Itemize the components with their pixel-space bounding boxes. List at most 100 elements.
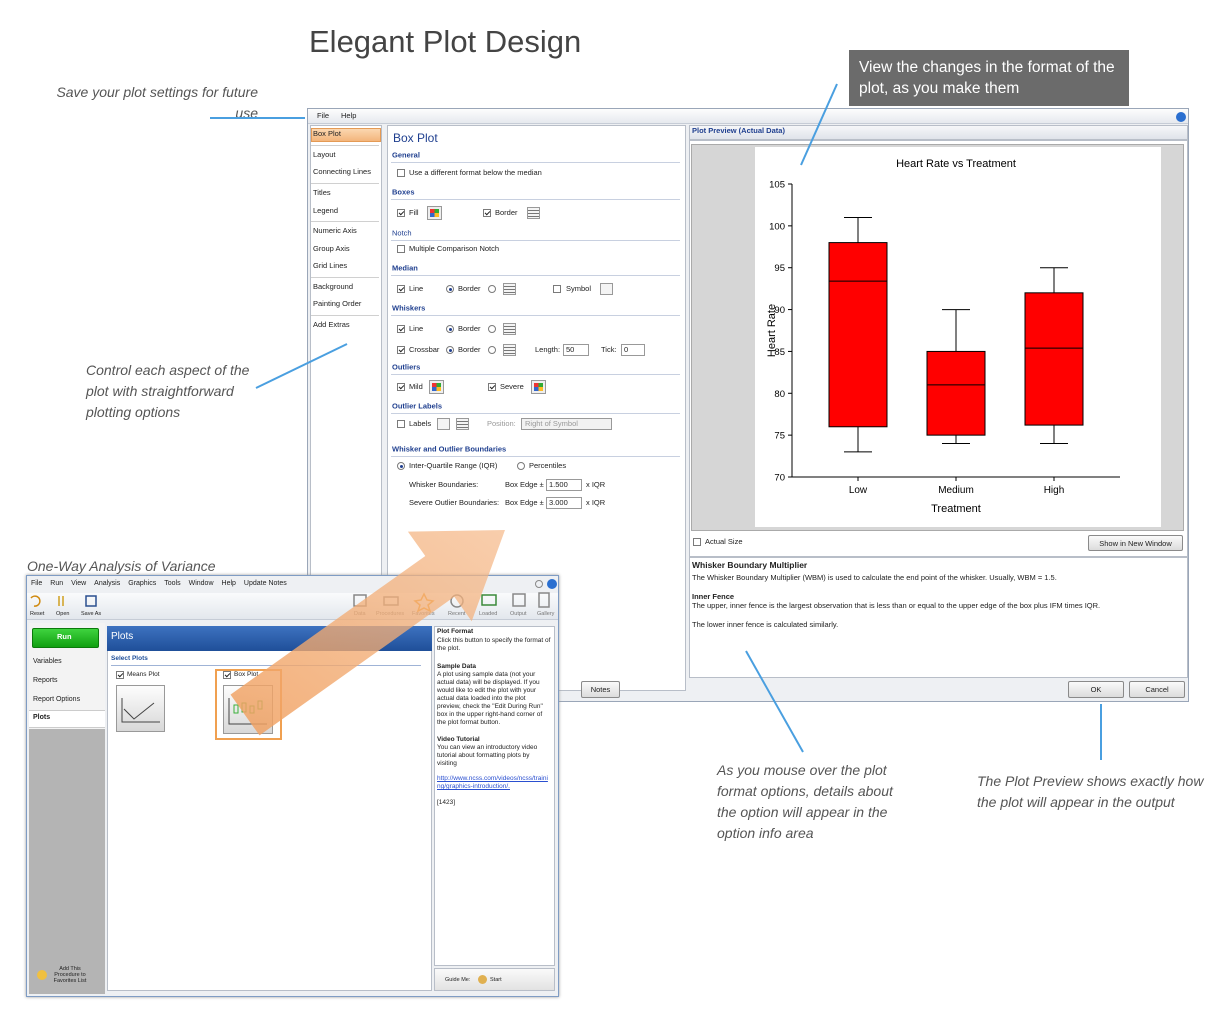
checkbox[interactable] bbox=[397, 169, 405, 177]
checkbox[interactable] bbox=[397, 346, 405, 354]
info-subheading: Inner Fence bbox=[692, 592, 735, 601]
help-link[interactable]: http://www.ncss.com/videos/ncss/training… bbox=[437, 775, 548, 790]
sidebar-item[interactable]: Layout bbox=[313, 150, 336, 159]
line-button[interactable] bbox=[503, 344, 516, 356]
input-value: 0 bbox=[624, 345, 629, 354]
checkbox[interactable] bbox=[693, 538, 701, 546]
section-heading: General bbox=[392, 150, 420, 160]
help-heading: Video Tutorial bbox=[437, 736, 480, 743]
radio[interactable] bbox=[488, 285, 496, 293]
radio[interactable] bbox=[488, 346, 496, 354]
menu-item[interactable]: Window bbox=[188, 580, 214, 587]
position-select[interactable] bbox=[521, 418, 612, 430]
nav-item[interactable]: Plots bbox=[33, 714, 51, 721]
format-button[interactable] bbox=[456, 418, 469, 430]
severe-input[interactable] bbox=[546, 497, 582, 509]
favorites-text[interactable]: Add This Procedure to Favorites List bbox=[53, 966, 87, 984]
menu-item[interactable]: Update Notes bbox=[243, 580, 287, 587]
radio[interactable] bbox=[446, 325, 454, 333]
line-button[interactable] bbox=[527, 207, 540, 219]
checkbox[interactable] bbox=[397, 245, 405, 253]
help-icon[interactable] bbox=[547, 579, 557, 589]
checkbox[interactable] bbox=[223, 671, 231, 679]
run-label[interactable]: Run bbox=[57, 632, 72, 641]
cancel-button[interactable]: Cancel bbox=[1129, 681, 1185, 698]
option-label: Inter-Quartile Range (IQR) bbox=[409, 461, 498, 470]
menu-item[interactable]: File bbox=[317, 111, 330, 120]
tick-input[interactable] bbox=[621, 344, 645, 356]
font-button[interactable] bbox=[437, 418, 450, 430]
close-icon[interactable] bbox=[535, 580, 543, 588]
toolbar-label[interactable]: Save As bbox=[81, 611, 102, 617]
favorites-star[interactable] bbox=[37, 970, 47, 980]
toolbar-label[interactable]: Loaded bbox=[479, 611, 498, 617]
length-input[interactable] bbox=[563, 344, 589, 356]
menu-item[interactable]: View bbox=[71, 580, 87, 587]
symbol-button[interactable] bbox=[600, 283, 613, 295]
notes-button[interactable]: Notes bbox=[581, 681, 620, 698]
sidebar-item[interactable]: Group Axis bbox=[313, 244, 350, 253]
checkbox[interactable] bbox=[488, 383, 496, 391]
toolbar-label[interactable]: Open bbox=[56, 611, 70, 617]
sidebar-item[interactable]: Titles bbox=[313, 188, 331, 197]
means-plot-icon bbox=[121, 698, 160, 723]
sidebar-item[interactable]: Numeric Axis bbox=[313, 226, 357, 235]
sidebar-item[interactable]: Legend bbox=[313, 206, 339, 215]
line-button[interactable] bbox=[503, 283, 516, 295]
option-label: x IQR bbox=[586, 480, 606, 489]
option-label: Severe Outlier Boundaries: bbox=[409, 498, 500, 507]
toolbar-label[interactable]: Output bbox=[510, 611, 527, 617]
whisker-input[interactable] bbox=[546, 479, 582, 491]
menu-item[interactable]: File bbox=[31, 580, 43, 587]
color-button[interactable] bbox=[429, 380, 444, 394]
color-button[interactable] bbox=[531, 380, 546, 394]
menu-item[interactable]: Graphics bbox=[128, 580, 157, 587]
sidebar-item[interactable]: Connecting Lines bbox=[313, 167, 371, 176]
radio[interactable] bbox=[488, 325, 496, 333]
menu-item[interactable]: Analysis bbox=[94, 580, 121, 587]
menu-item[interactable]: Run bbox=[50, 580, 64, 587]
menu-item[interactable]: Help bbox=[341, 111, 357, 120]
sidebar-item[interactable]: Box Plot bbox=[313, 129, 341, 138]
radio[interactable] bbox=[397, 462, 405, 470]
sidebar-item[interactable]: Add Extras bbox=[313, 320, 350, 329]
nav-item[interactable]: Variables bbox=[33, 658, 62, 665]
radio[interactable] bbox=[446, 346, 454, 354]
nav-item[interactable]: Report Options bbox=[33, 696, 81, 703]
checkbox[interactable] bbox=[397, 420, 405, 428]
toolbar-label[interactable]: Recent bbox=[448, 611, 466, 617]
radio[interactable] bbox=[446, 285, 454, 293]
sidebar-item[interactable]: Painting Order bbox=[313, 299, 362, 308]
menu-item[interactable]: Tools bbox=[164, 580, 181, 587]
toolbar-label[interactable]: Gallery bbox=[537, 611, 555, 617]
sidebar-item[interactable]: Grid Lines bbox=[313, 261, 348, 270]
checkbox[interactable] bbox=[116, 671, 124, 679]
preview-title: Plot Preview (Actual Data) bbox=[692, 126, 785, 135]
help-icon[interactable] bbox=[1176, 112, 1186, 122]
start-icon[interactable] bbox=[478, 975, 487, 984]
checkbox[interactable] bbox=[397, 209, 405, 217]
line-button[interactable] bbox=[503, 323, 516, 335]
reset-icon bbox=[30, 595, 41, 607]
checkbox[interactable] bbox=[397, 285, 405, 293]
show-in-new-window-button[interactable]: Show in New Window bbox=[1088, 535, 1183, 551]
color-button[interactable] bbox=[427, 206, 442, 220]
means-plot-thumbnail[interactable] bbox=[116, 685, 165, 732]
checkbox[interactable] bbox=[553, 285, 561, 293]
toolbar-label[interactable]: Procedures bbox=[376, 611, 405, 617]
start-label[interactable]: Start bbox=[490, 977, 502, 983]
toolbar-label[interactable]: Favorites bbox=[412, 611, 435, 617]
checkbox[interactable] bbox=[397, 325, 405, 333]
toolbar-label[interactable]: Reset bbox=[30, 611, 45, 617]
run-button[interactable] bbox=[32, 628, 99, 648]
nav-item[interactable]: Reports bbox=[33, 677, 58, 684]
radio[interactable] bbox=[517, 462, 525, 470]
chart-title: Heart Rate vs Treatment bbox=[896, 158, 1016, 170]
ok-button[interactable]: OK bbox=[1068, 681, 1124, 698]
sidebar-item[interactable]: Background bbox=[313, 282, 354, 291]
checkbox[interactable] bbox=[483, 209, 491, 217]
y-axis-label: Heart Rate bbox=[766, 304, 778, 357]
toolbar-label[interactable]: Data bbox=[354, 611, 366, 617]
menu-item[interactable]: Help bbox=[221, 580, 236, 587]
checkbox[interactable] bbox=[397, 383, 405, 391]
